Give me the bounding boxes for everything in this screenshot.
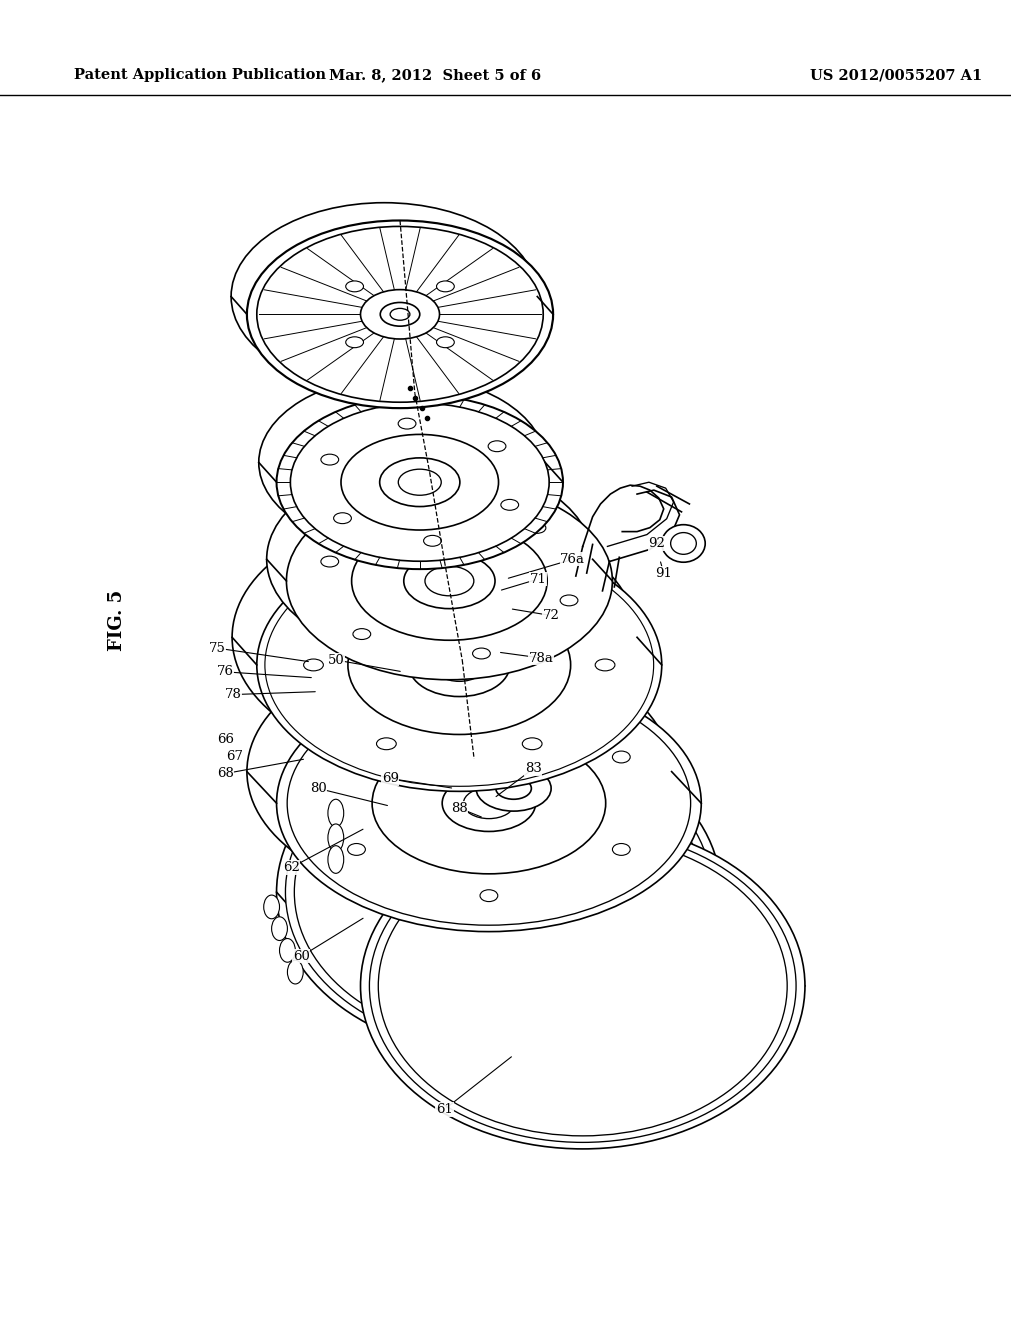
Text: 67: 67 [226,750,244,763]
Ellipse shape [328,846,344,874]
Ellipse shape [346,337,364,347]
Ellipse shape [288,960,303,983]
Ellipse shape [276,675,701,932]
Text: 69: 69 [382,772,398,785]
Ellipse shape [425,566,474,595]
Ellipse shape [480,890,498,902]
Ellipse shape [328,824,344,851]
Text: Patent Application Publication: Patent Application Publication [74,69,326,82]
Ellipse shape [380,458,460,507]
Ellipse shape [334,512,351,524]
Ellipse shape [464,788,514,818]
Ellipse shape [436,337,455,347]
Ellipse shape [266,461,593,659]
Ellipse shape [476,766,551,810]
Ellipse shape [433,648,485,681]
Ellipse shape [372,733,606,874]
Text: Mar. 8, 2012  Sheet 5 of 6: Mar. 8, 2012 Sheet 5 of 6 [329,69,541,82]
Ellipse shape [348,595,570,734]
Ellipse shape [496,777,531,800]
Ellipse shape [445,884,721,1086]
Ellipse shape [347,843,366,855]
Ellipse shape [231,203,538,391]
Ellipse shape [398,418,416,429]
Ellipse shape [271,917,288,941]
Ellipse shape [560,595,578,606]
Ellipse shape [403,553,495,609]
Text: 60: 60 [293,950,309,962]
Ellipse shape [522,738,542,750]
Ellipse shape [522,581,542,593]
Ellipse shape [353,628,371,639]
Ellipse shape [328,800,344,826]
Text: 68: 68 [217,767,233,780]
Ellipse shape [360,822,805,1148]
Ellipse shape [257,539,662,792]
Text: 91: 91 [655,566,672,579]
Ellipse shape [488,441,506,451]
Ellipse shape [398,469,441,495]
Ellipse shape [321,454,339,465]
Ellipse shape [671,532,696,554]
Text: 61: 61 [436,1104,453,1115]
Ellipse shape [264,895,280,919]
Text: 66: 66 [217,733,233,746]
Ellipse shape [424,536,441,546]
Text: 80: 80 [309,781,327,795]
Ellipse shape [321,556,339,568]
Ellipse shape [377,581,396,593]
Ellipse shape [662,524,706,562]
Ellipse shape [276,395,563,569]
Ellipse shape [259,376,545,549]
Ellipse shape [286,735,712,1048]
Ellipse shape [390,309,410,321]
Ellipse shape [294,742,703,1041]
Ellipse shape [612,751,630,763]
Text: 78a: 78a [528,652,554,664]
Text: 72: 72 [543,609,559,622]
Ellipse shape [291,403,549,561]
Ellipse shape [287,681,690,925]
Ellipse shape [287,482,612,680]
Ellipse shape [409,503,426,513]
Text: 50: 50 [328,653,344,667]
Text: 88: 88 [451,801,468,814]
Ellipse shape [472,648,490,659]
Text: 76: 76 [217,665,233,678]
Ellipse shape [232,511,637,764]
Ellipse shape [377,738,396,750]
Ellipse shape [347,751,366,763]
Ellipse shape [528,523,546,533]
Text: 83: 83 [525,762,542,775]
Text: US 2012/0055207 A1: US 2012/0055207 A1 [810,69,982,82]
Ellipse shape [360,289,439,339]
Ellipse shape [370,829,796,1142]
Ellipse shape [351,521,547,640]
Ellipse shape [378,836,787,1137]
Ellipse shape [346,281,364,292]
Ellipse shape [501,499,518,511]
Ellipse shape [247,643,672,900]
Text: FIG. 5: FIG. 5 [108,590,126,651]
Ellipse shape [280,939,295,962]
Ellipse shape [380,302,420,326]
Ellipse shape [612,843,630,855]
Ellipse shape [247,220,553,408]
Ellipse shape [303,659,324,671]
Text: 62: 62 [283,861,300,874]
Ellipse shape [442,775,536,832]
Ellipse shape [409,634,510,697]
Ellipse shape [265,544,653,787]
Text: 78: 78 [224,688,242,701]
Text: 76a: 76a [560,553,586,566]
Ellipse shape [595,659,615,671]
Ellipse shape [480,705,498,717]
Text: 71: 71 [529,573,547,586]
Ellipse shape [341,434,499,531]
Ellipse shape [436,281,455,292]
Text: 75: 75 [209,642,225,655]
Text: 92: 92 [648,537,666,550]
Ellipse shape [276,729,721,1055]
Ellipse shape [257,227,543,403]
